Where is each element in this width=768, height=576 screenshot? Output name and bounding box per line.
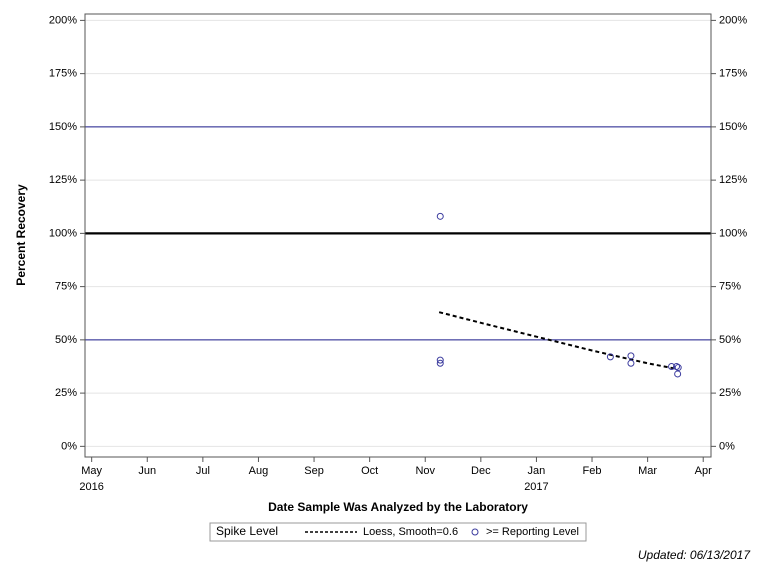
point [627, 352, 635, 360]
point [436, 359, 444, 367]
y2-tick-label: 25% [719, 387, 741, 399]
y-tick-label: 200% [49, 14, 77, 26]
y2-tick-label: 75% [719, 281, 741, 293]
y2-tick-label: 100% [719, 227, 747, 239]
x-tick-label: Mar [638, 465, 657, 477]
point [673, 362, 681, 370]
x-axis-title: Date Sample Was Analyzed by the Laborato… [268, 500, 528, 514]
y2-tick-label: 175% [719, 68, 747, 80]
y-tick-label: 25% [55, 387, 77, 399]
x-year-label: 2017 [524, 481, 548, 493]
x-tick-label: Oct [361, 465, 378, 477]
legend-title: Spike Level [216, 524, 278, 538]
legend-label: >= Reporting Level [486, 526, 579, 538]
point [436, 356, 444, 364]
legend-swatch [471, 528, 479, 536]
x-tick-label: Feb [583, 465, 602, 477]
x-tick-label: Jan [528, 465, 546, 477]
x-tick-label: Dec [471, 465, 491, 477]
x-tick-label: Apr [695, 465, 712, 477]
y-tick-label: 75% [55, 281, 77, 293]
point [674, 370, 682, 378]
y2-tick-label: 125% [719, 174, 747, 186]
x-tick-label: May [81, 465, 102, 477]
y-tick-label: 100% [49, 227, 77, 239]
loess-line [438, 311, 676, 370]
point [627, 359, 635, 367]
point [436, 212, 444, 220]
y2-tick-label: 50% [719, 334, 741, 346]
x-tick-label: Nov [415, 465, 435, 477]
x-tick-label: Aug [249, 465, 269, 477]
y2-tick-label: 150% [719, 121, 747, 133]
y-tick-label: 150% [49, 121, 77, 133]
y-tick-label: 50% [55, 334, 77, 346]
plot-frame [84, 13, 712, 458]
legend-label: Loess, Smooth=0.6 [363, 526, 458, 538]
footer: Updated: 06/13/2017 [638, 548, 751, 562]
legend-box [209, 522, 587, 542]
x-tick-label: Sep [304, 465, 324, 477]
point [674, 364, 682, 372]
x-tick-label: Jul [196, 465, 210, 477]
y-axis-title: Percent Recovery [14, 184, 28, 286]
y2-tick-label: 0% [719, 440, 735, 452]
y-tick-label: 125% [49, 174, 77, 186]
point [606, 353, 614, 361]
x-tick-label: Jun [138, 465, 156, 477]
y-tick-label: 175% [49, 68, 77, 80]
y-tick-label: 0% [61, 440, 77, 452]
point [668, 362, 676, 370]
x-year-label: 2016 [79, 481, 103, 493]
y2-tick-label: 200% [719, 14, 747, 26]
